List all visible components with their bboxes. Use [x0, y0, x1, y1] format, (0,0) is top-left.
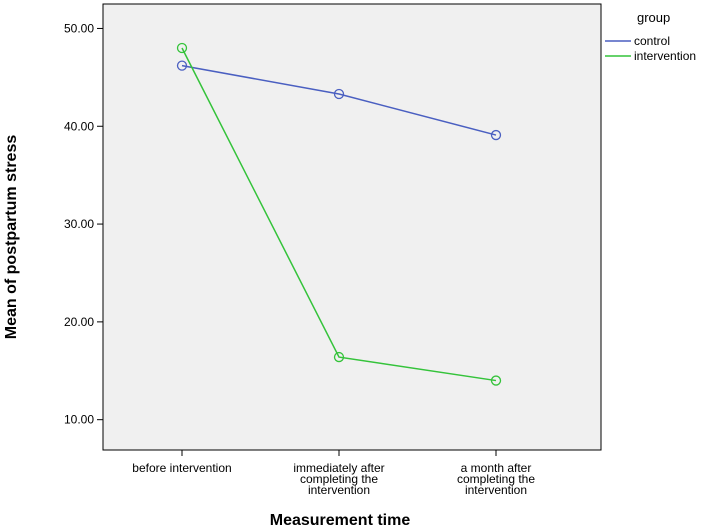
y-tick-label: 50.00: [64, 21, 94, 35]
x-tick-label: immediately after completing the intervent…: [293, 461, 384, 497]
data-point-control: [490, 129, 502, 141]
plot-area: [102, 3, 602, 451]
series-layer: [176, 42, 502, 386]
y-tick-label: 20.00: [64, 315, 94, 329]
data-point-control: [176, 60, 188, 71]
data-point-control: [333, 88, 345, 100]
x-tick-label: before intervention: [132, 461, 231, 475]
y-axis-ticks: 10.00 20.00 30.00 40.00 50.00: [64, 21, 103, 427]
series-line-control: [181, 64, 497, 136]
y-axis-title: Mean of postpartum stress: [3, 135, 20, 340]
y-tick-label: 40.00: [64, 119, 94, 133]
legend-title: group: [637, 10, 670, 25]
legend-label-intervention: intervention: [634, 49, 696, 63]
y-tick-label: 30.00: [64, 217, 94, 231]
series-control: [176, 60, 502, 141]
series-intervention: [176, 42, 502, 386]
data-point-intervention: [333, 351, 345, 363]
data-point-intervention: [490, 375, 502, 386]
series-line-intervention: [181, 47, 497, 382]
x-axis-ticks: before intervention immediately after comp…: [132, 450, 535, 497]
x-axis-title: Measurement time: [270, 512, 411, 527]
x-tick-label: a month after completing the intervention: [457, 461, 535, 497]
y-tick-label: 10.00: [64, 413, 94, 427]
data-point-intervention: [176, 42, 188, 54]
legend-label-control: control: [634, 34, 670, 48]
